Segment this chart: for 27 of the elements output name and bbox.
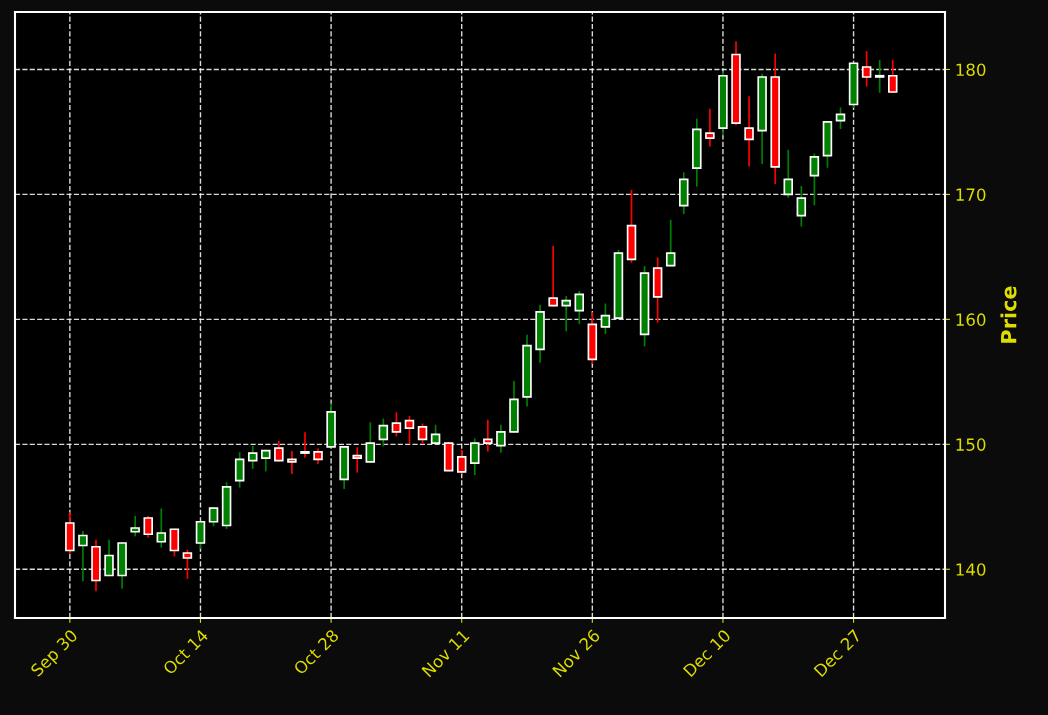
candlestick: [835, 107, 846, 130]
candlestick: [287, 450, 297, 474]
x-tick-label: Nov 11: [421, 629, 470, 678]
y-tick-label: 150: [956, 438, 986, 451]
x-tick-label: Oct 28: [292, 628, 340, 676]
x-tick-label: Dec 27: [813, 628, 862, 678]
candlestick: [665, 219, 676, 267]
y-tick-label: 180: [956, 63, 986, 77]
candlestick: [261, 449, 271, 472]
x-tick-label: Nov 26: [551, 628, 601, 678]
candlestick: [744, 96, 754, 167]
candlestick: [391, 412, 402, 437]
x-tick-label: Sep 30: [29, 628, 81, 680]
x-tick-label: Dec 10: [682, 628, 732, 678]
candlestick: [352, 447, 362, 473]
y-axis-title: Price: [1000, 286, 1017, 343]
candlestick: [705, 108, 715, 147]
y-tick-label: 160: [956, 313, 986, 326]
candlestick: [548, 246, 558, 307]
candlestick: [156, 508, 167, 548]
y-tick-label: 170: [956, 188, 986, 201]
candlestick: [130, 515, 140, 537]
x-tick-label: Oct 14: [162, 628, 209, 676]
y-tick-label: 140: [956, 563, 986, 576]
candlestick: [234, 452, 245, 488]
candlestick: [143, 515, 153, 538]
candlestick: [169, 528, 180, 557]
